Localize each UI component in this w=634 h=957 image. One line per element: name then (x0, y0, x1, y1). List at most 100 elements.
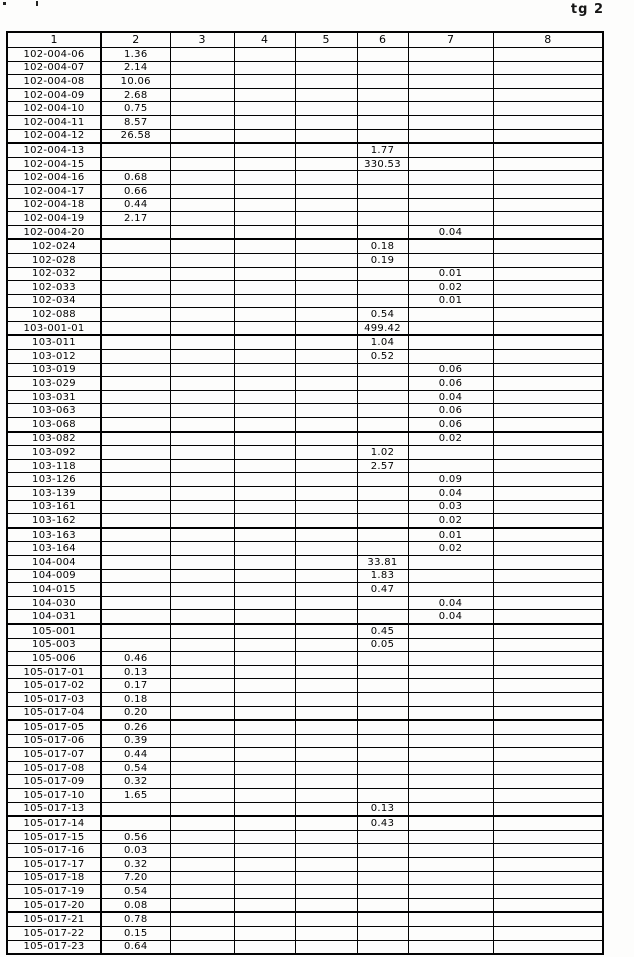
table-cell (294, 238, 358, 254)
table-row: 105-017-20 0.08 (6, 897, 604, 914)
table-cell (169, 637, 235, 653)
table-cell (407, 884, 494, 899)
table-cell (294, 362, 358, 378)
table-cell (492, 541, 604, 556)
table-cell (356, 897, 409, 914)
table-cell (233, 678, 296, 693)
table-cell (169, 293, 235, 309)
row-id-cell: 102-004-07 (6, 60, 102, 76)
table-cell (407, 183, 494, 199)
table-cell (492, 554, 604, 570)
row-id-cell: 105-017-19 (6, 884, 102, 899)
table-cell (407, 829, 494, 845)
table-row: 103-029 0.06 (6, 376, 604, 391)
row-id-cell: 102-033 (6, 280, 102, 295)
table-cell (169, 101, 235, 116)
table-row: 105-017-01 0.13 (6, 664, 604, 680)
table-cell: 0.01 (407, 527, 494, 543)
column-header-6: 6 (356, 31, 409, 48)
table-row: 102-004-06 1.36 (6, 47, 604, 62)
table-cell (356, 911, 409, 928)
row-id-cell: 103-011 (6, 334, 102, 351)
table-cell (233, 595, 296, 611)
table-row: 103-126 0.09 (6, 472, 604, 487)
table-cell (100, 142, 171, 158)
table-cell (407, 788, 494, 803)
table-cell (100, 376, 171, 391)
table-cell (169, 801, 235, 818)
table-cell (294, 252, 358, 268)
table-cell: 0.02 (407, 541, 494, 556)
table-cell (492, 60, 604, 76)
table-cell (233, 376, 296, 391)
table-cell (407, 664, 494, 680)
table-cell (294, 554, 358, 570)
table-cell: 0.56 (100, 829, 171, 845)
table-cell (233, 280, 296, 295)
row-id-cell: 105-017-09 (6, 774, 102, 790)
column-header-1: 1 (6, 31, 102, 48)
table-row: 105-017-09 0.32 (6, 774, 604, 790)
table-cell (407, 334, 494, 351)
row-id-cell: 103-063 (6, 403, 102, 419)
row-id-cell: 103-163 (6, 527, 102, 543)
column-header-5: 5 (294, 31, 358, 48)
table-row: 105-017-03 0.18 (6, 691, 604, 707)
table-cell: 10.06 (100, 74, 171, 89)
table-cell (356, 114, 409, 130)
table-cell (407, 911, 494, 928)
row-id-cell: 105-017-08 (6, 760, 102, 776)
table-cell (492, 911, 604, 928)
table-cell (356, 293, 409, 309)
row-id-cell: 102-034 (6, 293, 102, 309)
table-cell (492, 142, 604, 158)
table-cell (294, 513, 358, 529)
table-cell (356, 197, 409, 213)
table-cell (492, 897, 604, 914)
table-cell: 1.02 (356, 445, 409, 460)
table-cell (492, 403, 604, 419)
table-row: 105-017-18 7.20 (6, 870, 604, 886)
table-cell (294, 156, 358, 172)
column-header-2: 2 (100, 31, 171, 48)
table-cell (492, 843, 604, 859)
row-id-cell: 102-004-06 (6, 47, 102, 62)
table-cell (169, 266, 235, 282)
table-cell: 0.54 (356, 307, 409, 322)
table-cell: 0.03 (100, 843, 171, 859)
row-id-cell: 105-001 (6, 623, 102, 639)
table-cell (407, 897, 494, 914)
table-cell (294, 445, 358, 460)
table-cell (294, 224, 358, 241)
table-row: 102-004-13 1.77 (6, 142, 604, 158)
table-row: 105-017-02 0.17 (6, 678, 604, 693)
table-cell (233, 101, 296, 116)
table-cell (169, 142, 235, 158)
table-cell (407, 637, 494, 653)
table-cell: 0.06 (407, 417, 494, 433)
table-cell: 0.39 (100, 733, 171, 749)
table-cell (294, 183, 358, 199)
table-row: 105-017-04 0.20 (6, 705, 604, 722)
table-cell (356, 499, 409, 515)
table-cell (100, 623, 171, 639)
table-cell (100, 307, 171, 322)
table-cell (492, 280, 604, 295)
table-cell (233, 554, 296, 570)
table-cell (407, 733, 494, 749)
table-cell (356, 788, 409, 803)
table-cell (100, 582, 171, 597)
row-id-cell: 104-030 (6, 595, 102, 611)
table-cell (407, 760, 494, 776)
table-cell (492, 431, 604, 447)
table-cell (100, 801, 171, 818)
table-cell (492, 349, 604, 364)
table-cell (356, 939, 409, 955)
table-cell (356, 513, 409, 529)
table-cell (169, 60, 235, 76)
table-row: 103-063 0.06 (6, 403, 604, 419)
table-cell (233, 691, 296, 707)
table-cell (233, 60, 296, 76)
